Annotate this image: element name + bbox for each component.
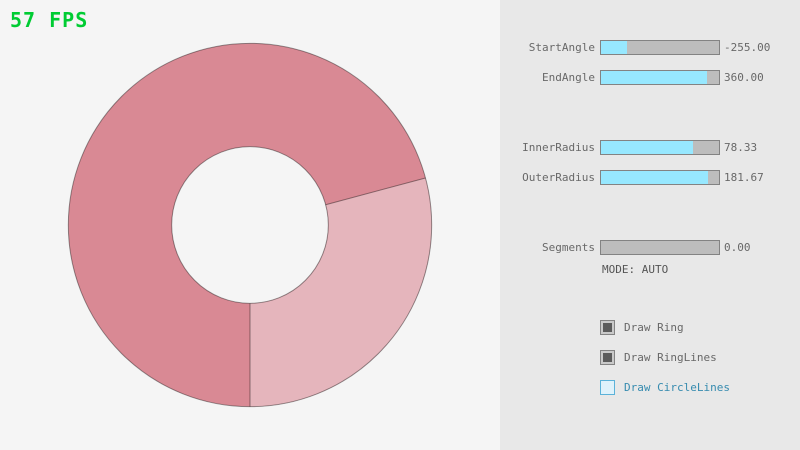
innerradius-label: InnerRadius xyxy=(522,141,595,154)
checkbox-box[interactable] xyxy=(600,380,615,395)
ring-chart xyxy=(67,42,433,408)
innerradius-value: 78.33 xyxy=(724,141,758,154)
endangle-label: EndAngle xyxy=(542,71,595,84)
fps-counter: 57 FPS xyxy=(10,8,89,32)
checkbox-label: Draw Ring xyxy=(624,321,684,334)
outerradius-value: 181.67 xyxy=(724,171,764,184)
slider-fill xyxy=(601,141,694,154)
segments-slider[interactable] xyxy=(600,240,720,255)
innerradius-row: InnerRadius 78.33 xyxy=(500,140,800,155)
startangle-value: -255.00 xyxy=(724,41,771,54)
startangle-row: StartAngle -255.00 xyxy=(500,40,800,55)
mode-text: MODE: AUTO xyxy=(602,263,669,276)
controls-panel: StartAngle -255.00 EndAngle 360.00 Inner… xyxy=(500,0,800,450)
segments-row: Segments 0.00 xyxy=(500,240,800,255)
segments-value: 0.00 xyxy=(724,241,751,254)
slider-fill xyxy=(601,171,709,184)
outerradius-label: OuterRadius xyxy=(522,171,595,184)
startangle-slider[interactable] xyxy=(600,40,720,55)
startangle-label: StartAngle xyxy=(528,41,595,54)
checkbox-draw-circlelines[interactable]: Draw CircleLines xyxy=(600,380,800,395)
innerradius-slider[interactable] xyxy=(600,140,720,155)
slider-fill xyxy=(601,41,627,54)
checkbox-box[interactable] xyxy=(600,350,615,365)
endangle-slider[interactable] xyxy=(600,70,720,85)
checkbox-label: Draw RingLines xyxy=(624,351,717,364)
endangle-row: EndAngle 360.00 xyxy=(500,70,800,85)
endangle-value: 360.00 xyxy=(724,71,764,84)
checkbox-draw-ring[interactable]: Draw Ring xyxy=(600,320,800,335)
segments-label: Segments xyxy=(542,241,595,254)
checkbox-draw-ringlines[interactable]: Draw RingLines xyxy=(600,350,800,365)
slider-fill xyxy=(601,71,708,84)
checkbox-box[interactable] xyxy=(600,320,615,335)
outerradius-slider[interactable] xyxy=(600,170,720,185)
outerradius-row: OuterRadius 181.67 xyxy=(500,170,800,185)
checkbox-label: Draw CircleLines xyxy=(624,381,730,394)
